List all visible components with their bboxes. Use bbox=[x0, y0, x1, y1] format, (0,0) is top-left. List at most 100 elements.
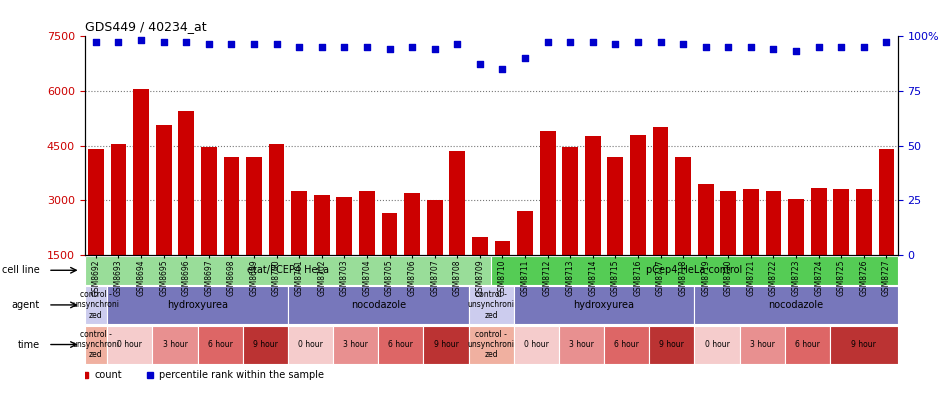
Bar bbox=[830, 326, 898, 364]
Bar bbox=[740, 326, 785, 364]
Point bbox=[834, 44, 849, 50]
Text: percentile rank within the sample: percentile rank within the sample bbox=[160, 370, 324, 381]
Text: hydroxyurea: hydroxyurea bbox=[167, 300, 228, 310]
Bar bbox=[765, 191, 781, 310]
Bar bbox=[224, 156, 240, 310]
Bar bbox=[243, 326, 288, 364]
Bar bbox=[107, 326, 152, 364]
Bar bbox=[246, 156, 262, 310]
Point bbox=[337, 44, 352, 50]
Point bbox=[472, 61, 487, 67]
Point bbox=[314, 44, 329, 50]
Point bbox=[382, 46, 397, 52]
Bar bbox=[152, 326, 197, 364]
Text: control -
unsynchroni
zed: control - unsynchroni zed bbox=[468, 329, 515, 360]
Point bbox=[224, 41, 239, 48]
Bar bbox=[197, 326, 243, 364]
Point bbox=[133, 37, 149, 43]
Point bbox=[404, 44, 419, 50]
Text: 0 hour: 0 hour bbox=[705, 340, 729, 349]
Point bbox=[653, 39, 668, 46]
Bar bbox=[133, 89, 149, 310]
Bar bbox=[404, 193, 420, 310]
Point bbox=[540, 39, 556, 46]
Point bbox=[744, 44, 759, 50]
Text: hydroxyurea: hydroxyurea bbox=[573, 300, 634, 310]
Bar bbox=[201, 147, 217, 310]
Bar bbox=[856, 189, 871, 310]
Point bbox=[359, 44, 374, 50]
Text: 0 hour: 0 hour bbox=[118, 340, 142, 349]
Point bbox=[269, 41, 284, 48]
Bar bbox=[359, 191, 375, 310]
Text: count: count bbox=[94, 370, 122, 381]
Point bbox=[201, 41, 216, 48]
Bar bbox=[559, 326, 604, 364]
Bar bbox=[378, 326, 423, 364]
Bar bbox=[468, 326, 514, 364]
Bar bbox=[269, 144, 285, 310]
Bar bbox=[562, 147, 578, 310]
Text: agent: agent bbox=[11, 300, 39, 310]
Text: 3 hour: 3 hour bbox=[569, 340, 594, 349]
Bar bbox=[111, 144, 126, 310]
Point bbox=[88, 39, 103, 46]
Text: 9 hour: 9 hour bbox=[433, 340, 459, 349]
Text: nocodazole: nocodazole bbox=[351, 300, 406, 310]
Bar bbox=[491, 256, 898, 284]
Bar bbox=[834, 189, 849, 310]
Text: nocodazole: nocodazole bbox=[769, 300, 823, 310]
Bar bbox=[652, 127, 668, 310]
Bar bbox=[585, 136, 601, 310]
Bar bbox=[449, 151, 465, 310]
Point bbox=[563, 39, 578, 46]
Bar bbox=[85, 256, 491, 284]
Bar bbox=[382, 213, 398, 310]
Bar bbox=[85, 326, 107, 364]
Text: 3 hour: 3 hour bbox=[750, 340, 775, 349]
Bar bbox=[697, 184, 713, 310]
Text: pCep4 HeLa control: pCep4 HeLa control bbox=[647, 265, 743, 275]
Text: 9 hour: 9 hour bbox=[253, 340, 277, 349]
Point bbox=[879, 39, 894, 46]
Text: GDS449 / 40234_at: GDS449 / 40234_at bbox=[85, 20, 206, 33]
Bar bbox=[314, 195, 330, 310]
Bar bbox=[291, 191, 307, 310]
Text: 9 hour: 9 hour bbox=[852, 340, 876, 349]
Point bbox=[518, 54, 533, 61]
Text: 6 hour: 6 hour bbox=[388, 340, 414, 349]
Point bbox=[179, 39, 194, 46]
Bar bbox=[107, 286, 288, 324]
Bar bbox=[810, 188, 826, 310]
Point bbox=[495, 65, 510, 72]
Point bbox=[789, 48, 804, 54]
Bar bbox=[179, 111, 195, 310]
Point bbox=[698, 44, 713, 50]
Bar bbox=[650, 326, 695, 364]
Point bbox=[427, 46, 442, 52]
Text: 6 hour: 6 hour bbox=[795, 340, 820, 349]
Bar bbox=[494, 241, 510, 310]
Text: cell line: cell line bbox=[2, 265, 39, 275]
Bar bbox=[720, 191, 736, 310]
Point bbox=[291, 44, 306, 50]
Bar bbox=[156, 126, 172, 310]
Bar bbox=[472, 237, 488, 310]
Text: 0 hour: 0 hour bbox=[298, 340, 323, 349]
Point bbox=[721, 44, 736, 50]
Text: control -
unsynchroni
zed: control - unsynchroni zed bbox=[72, 329, 119, 360]
Bar bbox=[288, 326, 333, 364]
Point bbox=[156, 39, 171, 46]
Text: etat/PCEP4 HeLa: etat/PCEP4 HeLa bbox=[247, 265, 329, 275]
Text: 6 hour: 6 hour bbox=[208, 340, 232, 349]
Bar bbox=[333, 326, 378, 364]
Bar bbox=[607, 156, 623, 310]
Point bbox=[111, 39, 126, 46]
Point bbox=[766, 46, 781, 52]
Bar bbox=[695, 286, 898, 324]
Text: 0 hour: 0 hour bbox=[524, 340, 549, 349]
Bar bbox=[514, 286, 695, 324]
Bar bbox=[604, 326, 650, 364]
Bar bbox=[288, 286, 468, 324]
Text: control -
unsynchroni
zed: control - unsynchroni zed bbox=[72, 290, 119, 320]
